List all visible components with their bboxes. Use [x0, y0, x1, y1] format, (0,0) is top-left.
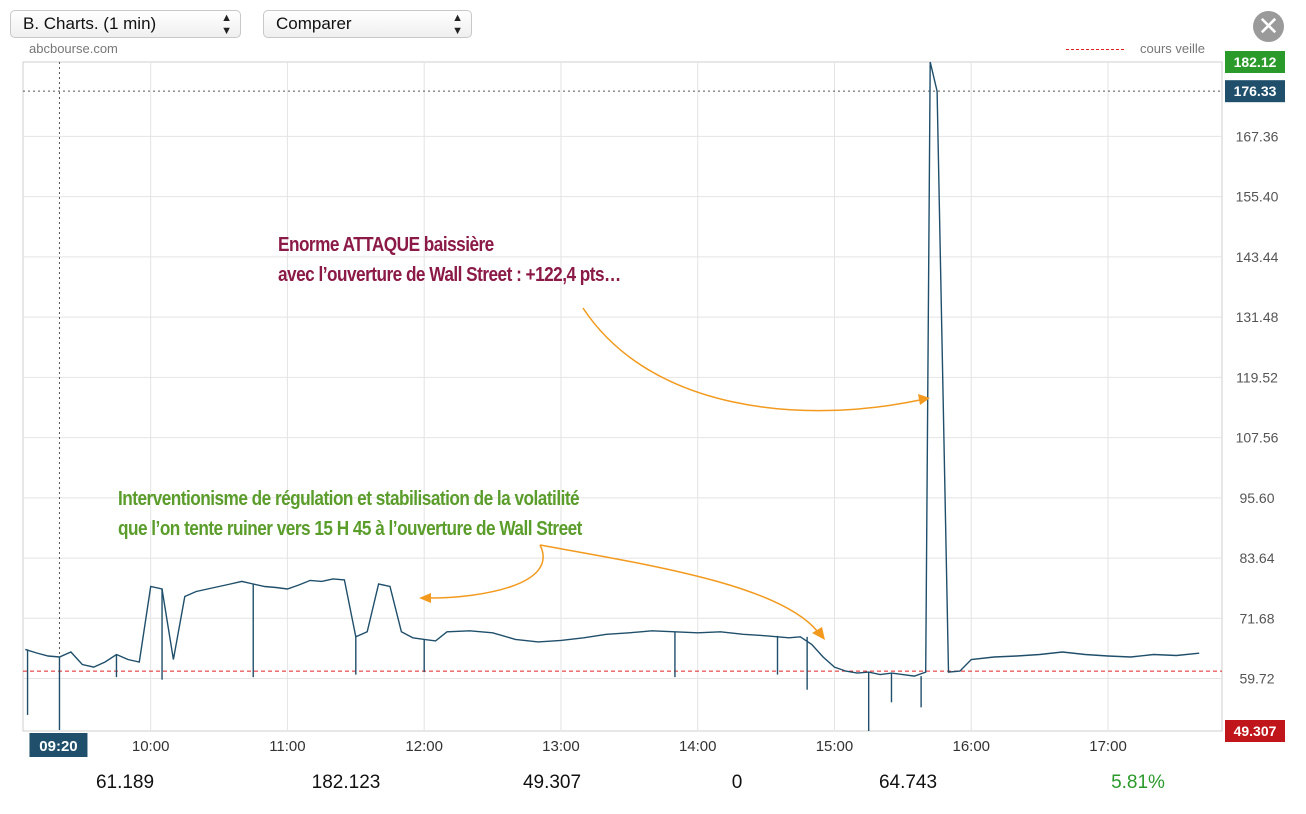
- x-tick-label: 15:00: [816, 738, 854, 755]
- y-tick-label: 71.68: [1239, 610, 1274, 626]
- stat-high: 182.123: [311, 772, 381, 793]
- y-tick-label: 167.36: [1236, 128, 1279, 144]
- stat-change: 5.81%: [1111, 772, 1165, 793]
- annotation-line: Interventionisme de régulation et stabil…: [118, 488, 580, 510]
- annotation-line: avec l’ouverture de Wall Street : +122,4…: [278, 264, 621, 286]
- current-badge-bg: [1225, 80, 1285, 103]
- stat-volume: 0: [731, 772, 743, 793]
- annotation-line: que l’on tente ruiner vers 15 H 45 à l’o…: [118, 518, 582, 540]
- y-tick-label: 119.52: [1236, 369, 1278, 385]
- price-line: [25, 61, 1200, 677]
- stat-last: 64.743: [878, 772, 938, 793]
- arrow-to-plateau-head: [419, 593, 431, 603]
- x-tick-label: 12:00: [405, 738, 443, 755]
- crosshair-time-label: 09:20: [39, 738, 77, 755]
- y-tick-label: 155.40: [1236, 189, 1279, 205]
- y-tick-label: 143.44: [1236, 249, 1279, 265]
- x-tick-label: 14:00: [679, 738, 717, 755]
- high-badge: 182.12: [1234, 54, 1277, 70]
- compare-select[interactable]: Comparer ▲ ▼: [263, 10, 472, 38]
- stat-low: 49.307: [522, 772, 582, 793]
- low-badge-bg: [1225, 720, 1285, 742]
- x-tick-label: 10:00: [132, 738, 170, 755]
- x-tick-label: 13:00: [542, 738, 580, 755]
- annotation-regulation: Interventionisme de régulation et stabil…: [118, 484, 582, 544]
- chart-type-select-value: B. Charts. (1 min): [23, 14, 157, 33]
- source-label: abcbourse.com: [29, 41, 118, 56]
- arrow-to-1545-head: [812, 627, 825, 640]
- y-tick-label: 131.48: [1236, 309, 1279, 325]
- y-tick-label: 107.56: [1236, 430, 1279, 446]
- current-badge: 176.33: [1234, 83, 1277, 99]
- compare-select-value: Comparer: [276, 14, 352, 33]
- y-tick-label: 59.72: [1239, 671, 1274, 687]
- plot-area: [22, 61, 1223, 732]
- x-tick-label: 17:00: [1089, 738, 1127, 755]
- arrow-to-attack: [582, 307, 921, 412]
- arrow-to-attack-head: [918, 394, 930, 405]
- prev-close-legend-swatch: [1066, 49, 1124, 51]
- crosshair-time-badge: [29, 733, 88, 757]
- arrow-to-1545: [539, 544, 819, 633]
- y-tick-label: 83.64: [1239, 550, 1274, 566]
- select-arrows-icon: ▲ ▼: [221, 12, 232, 37]
- legend-label: cours veille: [1140, 41, 1206, 56]
- x-tick-label: 16:00: [952, 738, 990, 755]
- arrow-to-plateau: [429, 544, 544, 599]
- select-arrows-icon: ▲ ▼: [452, 12, 463, 37]
- chart-type-select[interactable]: B. Charts. (1 min) ▲ ▼: [10, 10, 241, 38]
- x-tick-label: 11:00: [269, 738, 305, 755]
- y-tick-label: 95.60: [1239, 490, 1274, 506]
- low-badge: 49.307: [1234, 723, 1277, 739]
- stat-open: 61.189: [95, 772, 155, 793]
- close-button[interactable]: ✕: [1253, 11, 1284, 42]
- close-icon: ✕: [1257, 11, 1280, 41]
- high-badge-bg: [1225, 51, 1285, 73]
- annotation-line: Enorme ATTAQUE baissière: [278, 234, 494, 256]
- chart-legend: cours veille: [1066, 41, 1205, 56]
- annotation-wall-street-attack: Enorme ATTAQUE baissière avec l’ouvertur…: [278, 230, 621, 290]
